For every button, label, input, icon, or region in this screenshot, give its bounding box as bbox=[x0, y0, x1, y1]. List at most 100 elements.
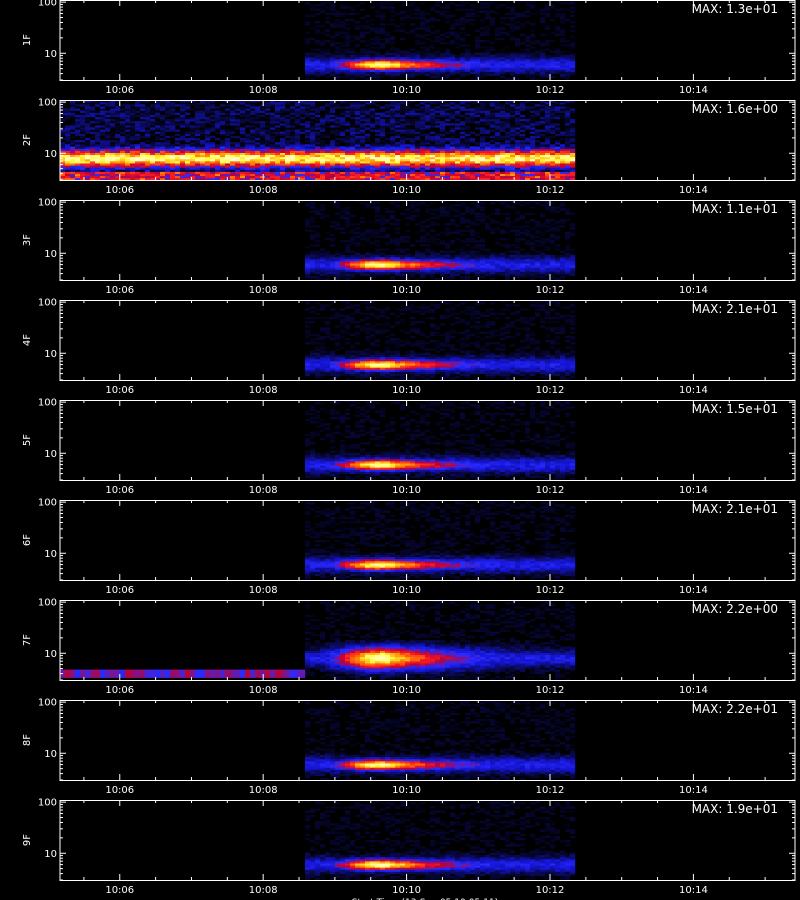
heatmap-cell bbox=[255, 156, 261, 160]
heatmap-cell bbox=[390, 37, 396, 41]
plot-frame bbox=[59, 0, 796, 81]
heatmap-cell bbox=[315, 254, 321, 258]
heatmap-cell bbox=[180, 137, 186, 141]
heatmap-cell bbox=[385, 67, 391, 70]
heatmap-cell bbox=[565, 165, 571, 168]
x-tick-label: 10:06 bbox=[105, 185, 134, 196]
heatmap-cell bbox=[390, 140, 396, 143]
heatmap-cell bbox=[505, 56, 511, 60]
heatmap-cell bbox=[85, 142, 91, 145]
heatmap-cell bbox=[270, 154, 276, 158]
heatmap-cell bbox=[360, 244, 366, 247]
heatmap-cell bbox=[380, 135, 386, 139]
heatmap-cell bbox=[305, 21, 311, 24]
heatmap-cell bbox=[545, 67, 551, 70]
heatmap-cell bbox=[115, 171, 121, 174]
heatmap-cell bbox=[195, 127, 201, 130]
heatmap-cell bbox=[415, 50, 421, 53]
heatmap-cell bbox=[165, 121, 171, 124]
heatmap-cell bbox=[275, 144, 281, 147]
heatmap-cell bbox=[230, 114, 236, 118]
heatmap-cell bbox=[360, 158, 366, 162]
heatmap-cell bbox=[385, 271, 391, 274]
heatmap-cell bbox=[120, 131, 126, 134]
heatmap-cell bbox=[360, 63, 366, 66]
heatmap-cell bbox=[400, 127, 406, 130]
heatmap-cell bbox=[300, 156, 306, 160]
heatmap-cell bbox=[255, 110, 261, 113]
heatmap-cell bbox=[355, 116, 361, 120]
heatmap-cell bbox=[435, 65, 441, 68]
heatmap-cell bbox=[390, 48, 396, 51]
heatmap-cell bbox=[480, 67, 486, 70]
heatmap-cell bbox=[520, 102, 526, 105]
heatmap-cell bbox=[110, 161, 116, 164]
heatmap-cell bbox=[310, 235, 316, 239]
heatmap-cell bbox=[440, 42, 446, 45]
heatmap-cell bbox=[385, 267, 391, 270]
heatmap-cell bbox=[80, 175, 86, 179]
heatmap-cell bbox=[370, 121, 376, 124]
heatmap-cell bbox=[345, 56, 351, 60]
heatmap-cell bbox=[345, 231, 351, 234]
heatmap-cell bbox=[65, 161, 71, 164]
heatmap-cell bbox=[80, 118, 86, 122]
heatmap-cell bbox=[490, 125, 496, 128]
heatmap-cell bbox=[420, 42, 426, 45]
heatmap-cell bbox=[210, 154, 216, 158]
heatmap-cell bbox=[470, 54, 476, 58]
heatmap-cell bbox=[195, 133, 201, 137]
heatmap-cell bbox=[545, 152, 551, 156]
heatmap-cell bbox=[545, 177, 551, 180]
heatmap-cell bbox=[495, 106, 501, 109]
heatmap-cell bbox=[350, 271, 356, 274]
heatmap-cell bbox=[140, 161, 146, 164]
heatmap-cell bbox=[480, 46, 486, 49]
heatmap-cell bbox=[330, 165, 336, 168]
heatmap-cell bbox=[70, 125, 76, 128]
heatmap-cell bbox=[305, 65, 311, 68]
heatmap-cell bbox=[500, 121, 506, 124]
heatmap-cell bbox=[70, 146, 76, 149]
heatmap-cell bbox=[460, 65, 466, 68]
heatmap-cell bbox=[310, 100, 316, 103]
heatmap-cell bbox=[510, 52, 516, 56]
heatmap-cell bbox=[425, 67, 431, 70]
heatmap-cell bbox=[375, 271, 381, 274]
heatmap-cell bbox=[325, 102, 331, 105]
heatmap-cell bbox=[395, 71, 401, 74]
heatmap-cell bbox=[380, 118, 386, 122]
heatmap-cell bbox=[145, 108, 151, 111]
heatmap-cell bbox=[305, 256, 311, 260]
heatmap-cell bbox=[265, 125, 271, 128]
heatmap-cell bbox=[490, 0, 496, 3]
heatmap-cell bbox=[355, 167, 361, 170]
heatmap-cell bbox=[565, 173, 571, 177]
heatmap-cell bbox=[320, 31, 326, 34]
heatmap-cell bbox=[450, 169, 456, 172]
heatmap-cell bbox=[135, 150, 141, 153]
heatmap-cell bbox=[425, 158, 431, 162]
heatmap-cell bbox=[440, 121, 446, 124]
heatmap-cell bbox=[265, 129, 271, 132]
heatmap-cell bbox=[105, 140, 111, 143]
heatmap-cell bbox=[245, 154, 251, 158]
heatmap-cell bbox=[315, 208, 321, 211]
heatmap-cell bbox=[215, 123, 221, 126]
heatmap-cell bbox=[195, 118, 201, 122]
heatmap-cell bbox=[320, 10, 326, 13]
heatmap-cell bbox=[540, 73, 546, 77]
heatmap-cell bbox=[175, 118, 181, 122]
heatmap-cell bbox=[305, 161, 311, 164]
heatmap-cell bbox=[320, 254, 326, 258]
heatmap-cell bbox=[525, 8, 531, 11]
heatmap-cell bbox=[390, 10, 396, 13]
heatmap-cell bbox=[530, 131, 536, 134]
heatmap-cell bbox=[370, 125, 376, 128]
heatmap-cell bbox=[345, 27, 351, 30]
heatmap-cell bbox=[245, 156, 251, 160]
heatmap-cell bbox=[445, 6, 451, 9]
heatmap-cell bbox=[375, 42, 381, 45]
heatmap-cell bbox=[80, 165, 86, 168]
heatmap-cell bbox=[90, 158, 96, 162]
